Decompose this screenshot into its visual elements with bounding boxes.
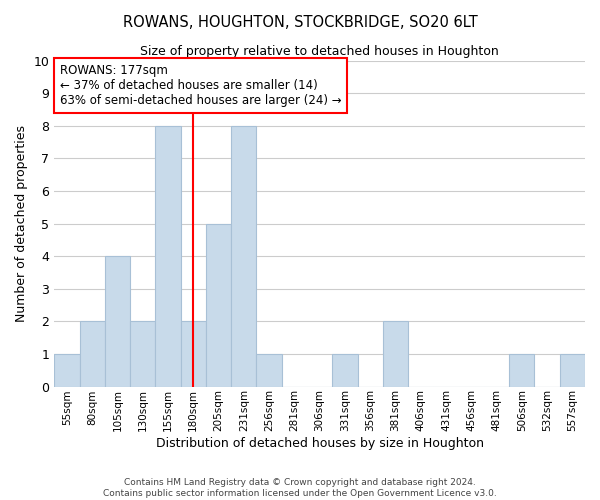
Bar xyxy=(332,354,358,386)
Bar xyxy=(155,126,181,386)
X-axis label: Distribution of detached houses by size in Houghton: Distribution of detached houses by size … xyxy=(155,437,484,450)
Bar xyxy=(231,126,256,386)
Title: Size of property relative to detached houses in Houghton: Size of property relative to detached ho… xyxy=(140,45,499,58)
Bar xyxy=(181,322,206,386)
Text: ROWANS, HOUGHTON, STOCKBRIDGE, SO20 6LT: ROWANS, HOUGHTON, STOCKBRIDGE, SO20 6LT xyxy=(122,15,478,30)
Text: ROWANS: 177sqm
← 37% of detached houses are smaller (14)
63% of semi-detached ho: ROWANS: 177sqm ← 37% of detached houses … xyxy=(59,64,341,107)
Bar xyxy=(256,354,282,386)
Bar xyxy=(560,354,585,386)
Bar xyxy=(206,224,231,386)
Bar xyxy=(105,256,130,386)
Bar xyxy=(54,354,80,386)
Y-axis label: Number of detached properties: Number of detached properties xyxy=(15,125,28,322)
Bar xyxy=(383,322,408,386)
Bar xyxy=(80,322,105,386)
Bar xyxy=(509,354,535,386)
Bar xyxy=(130,322,155,386)
Text: Contains HM Land Registry data © Crown copyright and database right 2024.
Contai: Contains HM Land Registry data © Crown c… xyxy=(103,478,497,498)
